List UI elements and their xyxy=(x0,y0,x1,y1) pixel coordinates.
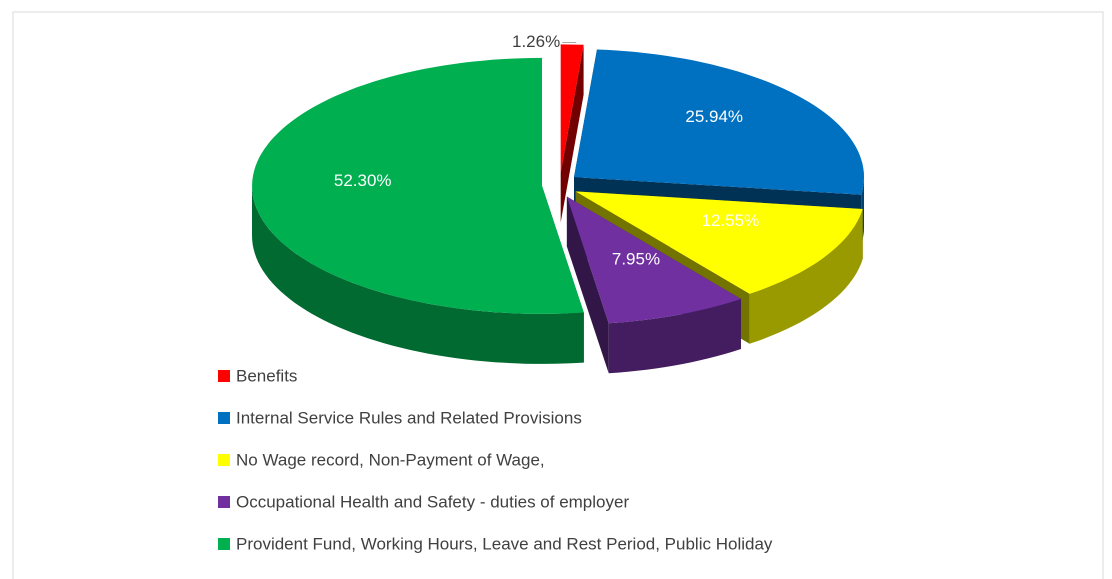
data-label: 7.95% xyxy=(612,249,660,268)
legend-swatch xyxy=(218,370,230,382)
legend-label: Occupational Health and Safety - duties … xyxy=(236,492,629,511)
slice xyxy=(560,44,584,173)
legend-label: Benefits xyxy=(236,366,297,385)
slice-side xyxy=(560,44,584,223)
slice-wall xyxy=(252,185,584,364)
legend-label: Internal Service Rules and Related Provi… xyxy=(236,408,582,427)
legend-swatch xyxy=(218,496,230,508)
slice xyxy=(575,191,863,294)
slice-wall xyxy=(749,209,863,344)
data-label: 1.26% xyxy=(512,32,560,51)
legend-swatch xyxy=(218,538,230,550)
slice xyxy=(574,49,864,195)
data-label: 12.55% xyxy=(702,211,760,230)
legend-swatch xyxy=(218,454,230,466)
data-label: 52.30% xyxy=(334,171,392,190)
legend-swatch xyxy=(218,412,230,424)
slice-side xyxy=(566,196,609,374)
legend-label: No Wage record, Non-Payment of Wage, xyxy=(236,450,545,469)
slice-wall xyxy=(608,299,741,374)
slice xyxy=(566,196,741,324)
data-label: 25.94% xyxy=(685,107,743,126)
legend-label: Provident Fund, Working Hours, Leave and… xyxy=(236,534,773,553)
slice xyxy=(252,57,584,314)
